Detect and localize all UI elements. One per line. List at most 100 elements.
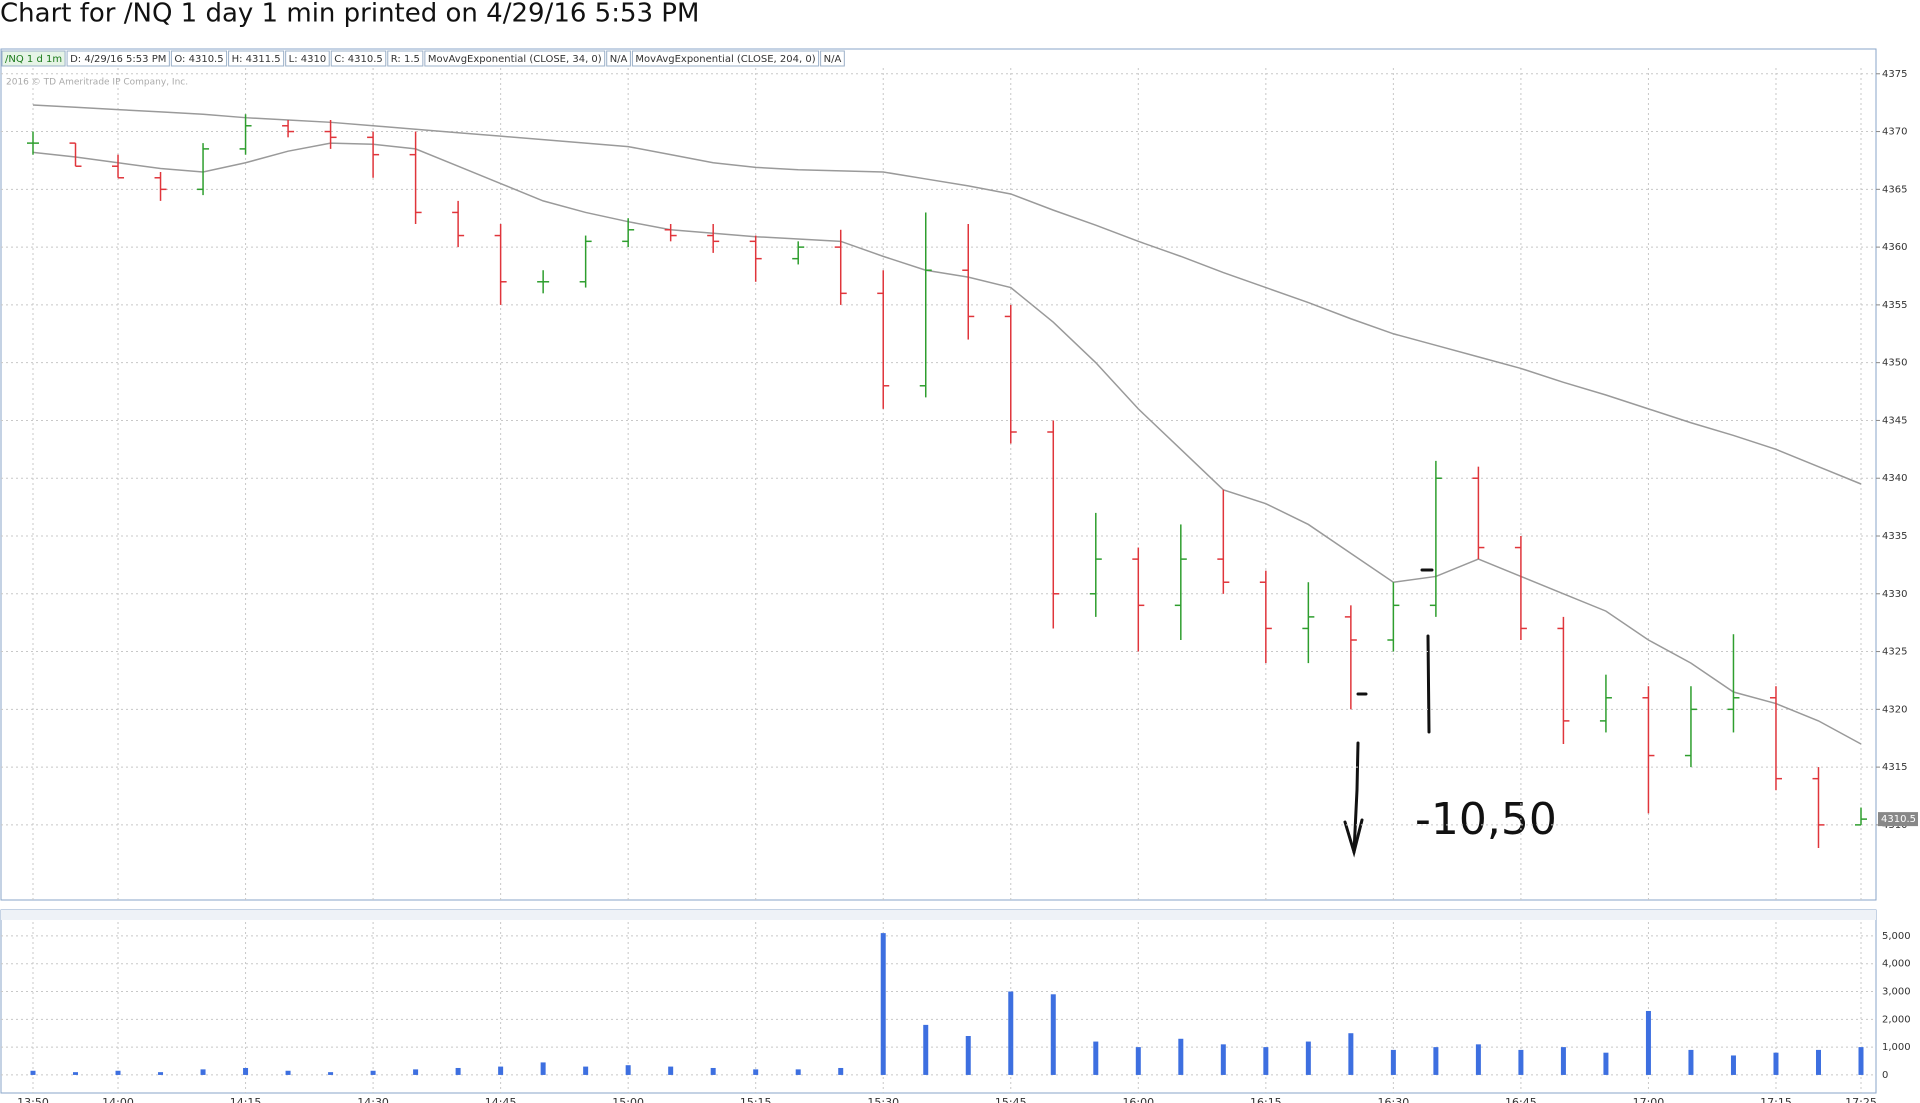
volume-bar	[413, 1069, 419, 1075]
y-tick-label: 4365	[1882, 184, 1907, 195]
info-text: R: 1.5	[391, 54, 420, 65]
y-tick-label: 2,000	[1882, 1014, 1911, 1025]
y-tick-label: 4350	[1882, 358, 1907, 369]
info-text: N/A	[610, 54, 628, 65]
x-tick-label: 15:15	[740, 1096, 772, 1103]
info-box	[606, 50, 631, 67]
volume-bar	[158, 1072, 164, 1075]
volume-bar	[540, 1062, 546, 1075]
volume-bar	[328, 1072, 334, 1075]
x-tick-label: 16:45	[1505, 1096, 1537, 1103]
volume-bar	[583, 1066, 589, 1075]
x-tick-label: 17:25	[1845, 1096, 1877, 1103]
y-tick-label: 3,000	[1882, 987, 1911, 998]
info-box	[285, 50, 330, 67]
moving-average	[32, 104, 1862, 485]
volume-bar	[625, 1065, 631, 1075]
annotation-text: -10,50	[1415, 794, 1557, 845]
x-tick-label: 16:15	[1250, 1096, 1282, 1103]
y-tick-label: 4,000	[1882, 959, 1911, 970]
info-text: N/A	[824, 54, 842, 65]
volume-bar	[1603, 1052, 1609, 1075]
volume-header	[1, 910, 1876, 920]
volume-bar	[1305, 1041, 1311, 1075]
info-box	[66, 50, 170, 67]
volume-bar	[795, 1069, 801, 1075]
volume-bar	[1390, 1049, 1396, 1075]
info-text: MovAvgExponential (CLOSE, 34, 0)	[428, 54, 602, 65]
volume-bar	[370, 1070, 376, 1075]
volume-bar	[1135, 1047, 1141, 1075]
last-price-box	[1878, 812, 1918, 827]
x-tick-label: 16:00	[1122, 1096, 1154, 1103]
volume-bar	[1815, 1049, 1821, 1075]
y-tick-label: 4375	[1882, 69, 1907, 80]
x-tick-label: 17:00	[1633, 1096, 1665, 1103]
y-tick-label: 4325	[1882, 647, 1907, 658]
volume-bar	[30, 1070, 36, 1075]
price-pane	[0, 48, 1877, 901]
volume-bar	[1730, 1055, 1736, 1075]
info-text: L: 4310	[289, 54, 327, 65]
volume-bar	[1433, 1047, 1439, 1075]
volume-bar	[1008, 991, 1014, 1075]
volume-bar	[200, 1069, 206, 1075]
volume-bar	[1348, 1033, 1354, 1075]
x-tick-label: 14:15	[230, 1096, 262, 1103]
info-text: H: 4311.5	[232, 54, 281, 65]
volume-bar	[753, 1069, 759, 1075]
info-text: MovAvgExponential (CLOSE, 204, 0)	[635, 54, 815, 65]
volume-bar	[1560, 1047, 1566, 1075]
info-box	[228, 50, 285, 67]
x-tick-label: 14:30	[357, 1096, 389, 1103]
info-box	[424, 50, 606, 67]
x-tick-label: 13:50	[17, 1096, 49, 1103]
chart-title: Chart for /NQ 1 day 1 min printed on 4/2…	[0, 0, 699, 29]
info-text: O: 4310.5	[174, 54, 223, 65]
volume-bar	[710, 1067, 716, 1075]
y-tick-label: 4330	[1882, 589, 1907, 600]
volume-bar	[880, 933, 886, 1075]
volume-pane	[0, 909, 1877, 1094]
volume-bar	[455, 1067, 461, 1075]
volume-bar	[498, 1066, 504, 1075]
volume-bar	[1220, 1044, 1226, 1075]
x-tick-label: 15:00	[612, 1096, 644, 1103]
x-tick-label: 15:30	[867, 1096, 899, 1103]
watermark: 2016 © TD Ameritrade IP Company, Inc.	[6, 78, 188, 88]
volume-bar	[115, 1070, 121, 1075]
info-box	[170, 50, 228, 67]
y-tick-label: 4315	[1882, 762, 1907, 773]
y-tick-label: 4340	[1882, 473, 1907, 484]
volume-bar	[1858, 1047, 1864, 1075]
x-tick-label: 16:30	[1378, 1096, 1410, 1103]
volume-bar	[1645, 1010, 1651, 1075]
volume-bar	[965, 1036, 971, 1075]
volume-bar	[1773, 1052, 1779, 1075]
volume-bar	[668, 1066, 674, 1075]
volume-bar	[73, 1072, 79, 1075]
volume-bar	[1093, 1041, 1099, 1075]
y-tick-label: 1,000	[1882, 1042, 1911, 1053]
volume-bar	[243, 1067, 249, 1075]
volume-bar	[1178, 1038, 1184, 1075]
info-box	[820, 50, 845, 67]
volume-bar	[838, 1067, 844, 1075]
volume-bar	[1518, 1049, 1524, 1075]
y-tick-label: 5,000	[1882, 931, 1911, 942]
hand-annotation	[1343, 568, 1434, 858]
x-tick-label: 14:45	[485, 1096, 517, 1103]
info-box	[631, 50, 820, 67]
y-tick-label: 4320	[1882, 704, 1907, 715]
volume-bar	[1050, 994, 1056, 1075]
info-text: /NQ 1 d 1m	[5, 54, 62, 65]
info-box	[1, 50, 66, 67]
info-text: C: 4310.5	[334, 54, 383, 65]
y-tick-label: 4370	[1882, 127, 1907, 138]
volume-bar	[1688, 1049, 1694, 1075]
volume-bar	[1263, 1047, 1269, 1075]
x-tick-label: 14:00	[102, 1096, 134, 1103]
y-tick-label: 4335	[1882, 531, 1907, 542]
x-tick-label: 15:45	[995, 1096, 1027, 1103]
